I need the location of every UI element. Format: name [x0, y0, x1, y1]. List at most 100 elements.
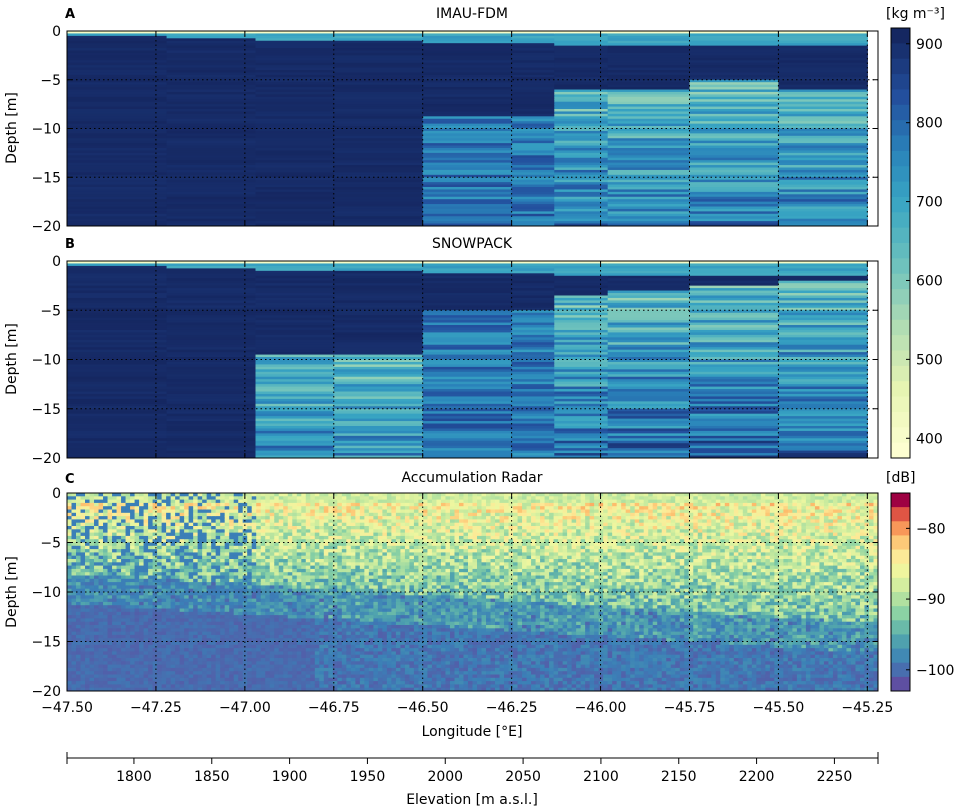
- radar-cell: [233, 585, 239, 590]
- radar-cell: [269, 661, 275, 666]
- radar-cell: [202, 506, 208, 510]
- radar-cell: [179, 664, 185, 669]
- density-cell: [67, 347, 168, 351]
- radar-cell: [242, 605, 248, 609]
- radar-cell: [220, 625, 226, 629]
- density-cell: [255, 381, 335, 385]
- radar-cell: [305, 628, 311, 633]
- density-cell: [333, 57, 424, 61]
- density-cell: [607, 87, 691, 91]
- radar-cell: [278, 502, 284, 507]
- radar-cell: [202, 565, 208, 570]
- radar-cell: [229, 506, 235, 510]
- radar-cell: [292, 496, 298, 501]
- radar-cell: [274, 651, 280, 656]
- radar-cell: [125, 648, 131, 652]
- radar-cell: [166, 565, 172, 570]
- density-cell: [333, 310, 424, 314]
- radar-cell: [215, 661, 221, 666]
- radar-cell: [139, 519, 145, 524]
- radar-cell: [188, 608, 194, 613]
- density-cell: [689, 118, 779, 122]
- density-cell: [689, 293, 779, 297]
- radar-cell: [256, 628, 262, 633]
- radar-cell: [170, 674, 176, 679]
- radar-cell: [76, 681, 82, 685]
- radar-cell: [130, 545, 136, 550]
- density-cell: [554, 33, 609, 37]
- radar-cell: [296, 595, 302, 600]
- density-cell: [255, 138, 335, 142]
- radar-cell: [202, 572, 208, 576]
- radar-cell: [274, 572, 280, 576]
- radar-cell: [305, 582, 311, 586]
- radar-cell: [170, 631, 176, 636]
- radar-cell: [125, 568, 131, 573]
- radar-cell: [229, 578, 235, 583]
- density-cell: [67, 374, 168, 378]
- radar-cell: [269, 559, 275, 563]
- density-cell: [255, 329, 335, 334]
- radar-cell: [283, 658, 289, 662]
- radar-cell: [211, 681, 217, 685]
- radar-cell: [89, 654, 95, 659]
- radar-cell: [292, 572, 298, 576]
- density-cell: [778, 82, 868, 86]
- radar-cell: [94, 516, 100, 520]
- radar-cell: [287, 582, 293, 586]
- radar-cell: [188, 539, 194, 543]
- radar-cell: [220, 687, 226, 691]
- radar-cell: [229, 535, 235, 540]
- density-cell: [554, 57, 609, 61]
- radar-cell: [143, 506, 149, 510]
- radar-cell: [238, 516, 244, 520]
- radar-cell: [152, 681, 158, 685]
- density-cell: [607, 379, 691, 383]
- radar-cell: [301, 542, 307, 547]
- density-cell: [166, 48, 257, 52]
- radar-cell: [247, 598, 253, 603]
- radar-cell: [125, 641, 131, 646]
- radar-cell: [179, 631, 185, 636]
- radar-cell: [157, 592, 163, 596]
- radar-cell: [211, 588, 217, 593]
- radar-cell: [184, 638, 190, 642]
- density-cell: [255, 55, 335, 59]
- radar-cell: [166, 598, 172, 603]
- density-cell: [333, 455, 424, 458]
- density-cell: [333, 263, 424, 267]
- radar-cell: [215, 638, 221, 642]
- radar-cell: [296, 539, 302, 543]
- density-cell: [333, 327, 424, 331]
- radar-cell: [184, 595, 190, 600]
- radar-cell: [287, 687, 293, 691]
- radar-cell: [130, 671, 136, 675]
- panel-c: C Accumulation Radar Depth [m] 0−5−10−15…: [4, 470, 893, 740]
- density-cell: [607, 445, 691, 449]
- radar-cell: [256, 621, 262, 626]
- radar-cell: [139, 535, 145, 540]
- density-cell: [778, 354, 868, 358]
- radar-cell: [287, 674, 293, 679]
- density-cell: [607, 89, 691, 93]
- density-cell: [689, 150, 779, 154]
- density-cell: [255, 194, 335, 198]
- density-cell: [554, 182, 609, 186]
- density-cell: [255, 152, 335, 156]
- density-cell: [67, 62, 168, 66]
- density-cell: [607, 339, 691, 343]
- density-cell: [511, 187, 555, 191]
- density-cell: [67, 72, 168, 76]
- radar-cell: [121, 572, 127, 576]
- radar-cell: [224, 535, 230, 540]
- radar-cell: [247, 539, 253, 543]
- radar-cell: [80, 559, 86, 563]
- radar-cell: [197, 611, 203, 616]
- radar-cell: [197, 509, 203, 514]
- radar-cell: [107, 552, 113, 557]
- radar-cell: [130, 605, 136, 609]
- density-cell: [333, 290, 424, 294]
- density-cell: [422, 221, 513, 225]
- radar-cell: [305, 677, 311, 682]
- density-cell: [607, 423, 691, 427]
